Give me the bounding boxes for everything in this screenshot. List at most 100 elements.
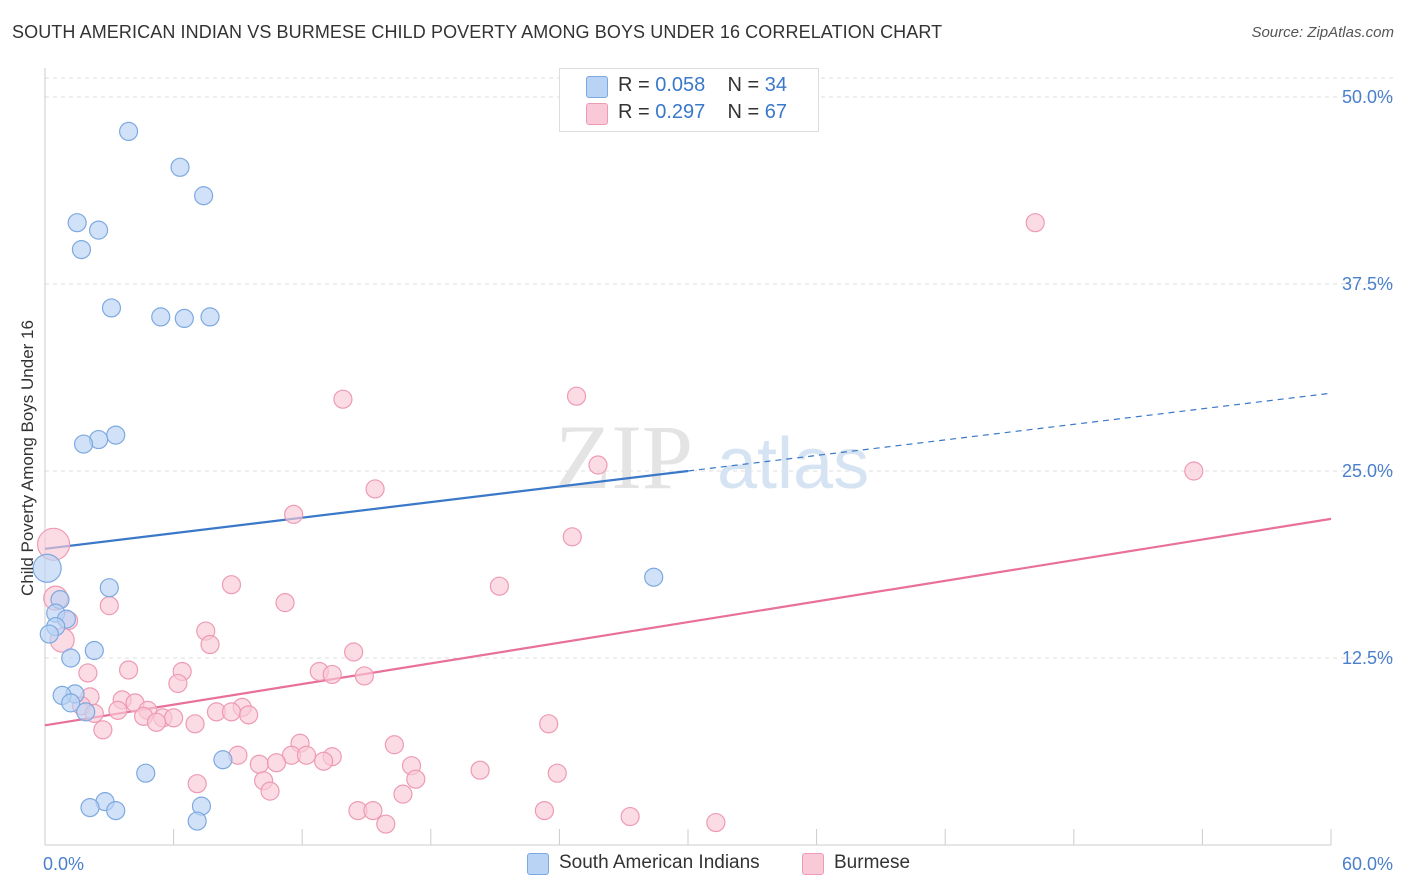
burmese-point xyxy=(146,712,167,732)
south-american-indians-point xyxy=(174,308,194,329)
x-tick-label: 60.0% xyxy=(1342,854,1393,874)
south-american-indians-point xyxy=(101,298,122,318)
south-american-indians-point xyxy=(118,121,139,142)
y-tick-label: 12.5% xyxy=(1342,648,1393,668)
y-tick-label: 50.0% xyxy=(1342,87,1393,107)
south-american-indians-point xyxy=(644,567,664,587)
burmese-point xyxy=(239,705,259,725)
burmese-point xyxy=(260,781,280,801)
south-american-indians-point xyxy=(61,648,81,668)
burmese-points xyxy=(36,213,1204,834)
burmese-point xyxy=(200,634,220,655)
legend-swatch-pink xyxy=(586,103,608,125)
trend-line-burmese xyxy=(44,517,1332,727)
burmese-point xyxy=(1025,213,1045,233)
burmese-point xyxy=(221,575,242,595)
burmese-point xyxy=(164,708,184,728)
watermark-atlas: atlas xyxy=(717,424,869,504)
legend-n-label: N = xyxy=(727,74,760,96)
legend-r-label: R = xyxy=(618,101,650,123)
south-american-indians-point xyxy=(84,640,104,661)
burmese-point xyxy=(322,664,342,685)
bottom-legend-swatch-pink xyxy=(802,853,824,875)
south-american-indians-point xyxy=(200,307,220,327)
tick-label-layer: 12.5% 25.0% 37.5% 50.0% 0.0% 60.0% xyxy=(43,87,1393,874)
y-tick-label: 25.0% xyxy=(1342,461,1393,481)
south-american-indians-point xyxy=(151,307,171,327)
burmese-point xyxy=(118,660,139,680)
burmese-point xyxy=(376,814,396,834)
axis-layer xyxy=(44,68,1332,846)
watermark-zip: ZIP xyxy=(555,406,693,508)
legend-swatch-blue xyxy=(586,76,608,98)
burmese-point xyxy=(99,596,119,616)
south-american-indians-point xyxy=(67,213,87,233)
south-american-indians-point xyxy=(88,220,109,240)
burmese-point xyxy=(185,714,205,734)
burmese-point xyxy=(406,769,426,789)
south-american-indians-point xyxy=(213,750,233,770)
burmese-point xyxy=(706,812,726,833)
south-american-indians-point xyxy=(99,578,119,598)
burmese-point xyxy=(354,666,374,686)
burmese-point xyxy=(489,576,509,596)
burmese-point xyxy=(93,720,113,740)
south-american-indians-point xyxy=(80,797,100,818)
south-american-indians-point xyxy=(73,434,94,454)
burmese-point xyxy=(363,800,383,821)
burmese-point xyxy=(275,593,295,613)
trend-line-south-american-indians-extension xyxy=(687,392,1332,472)
burmese-point xyxy=(566,386,587,406)
correlation-legend: R = 0.058 N = 34 R = 0.297 N = 67 xyxy=(559,68,819,132)
south-american-indians-point xyxy=(194,186,214,206)
burmese-point xyxy=(384,735,404,755)
burmese-point xyxy=(314,751,334,771)
south-american-indians-point xyxy=(61,693,81,713)
source-label: Source: ZipAtlas.com xyxy=(1251,24,1394,41)
burmese-point xyxy=(296,745,317,765)
legend-r-value: 0.058 xyxy=(655,74,706,96)
burmese-point xyxy=(221,702,242,722)
burmese-point xyxy=(562,527,582,547)
bottom-legend-label: South American Indians xyxy=(559,852,760,873)
burmese-point xyxy=(539,714,559,734)
watermark: ZIP atlas xyxy=(555,406,869,508)
burmese-point xyxy=(344,642,364,662)
burmese-point xyxy=(470,760,490,780)
bottom-legend-swatch-blue xyxy=(527,853,549,875)
grid-layer xyxy=(45,77,1393,659)
burmese-point xyxy=(266,753,287,773)
y-axis-label: Child Poverty Among Boys Under 16 xyxy=(18,320,37,596)
trend-layer xyxy=(44,392,1332,727)
south-american-indians-point xyxy=(170,157,190,177)
burmese-point xyxy=(78,663,98,683)
burmese-point xyxy=(108,700,128,720)
burmese-point xyxy=(393,784,413,804)
burmese-point xyxy=(365,479,385,499)
south-american-indians-point xyxy=(136,763,156,783)
south-american-indians-point xyxy=(106,425,126,445)
legend-r-value: 0.297 xyxy=(655,101,706,123)
south-american-indians-point xyxy=(71,239,92,260)
trend-line-south-american-indians xyxy=(44,469,689,550)
burmese-point xyxy=(333,389,353,409)
bottom-legend-label: Burmese xyxy=(834,852,911,873)
south-american-indians-point xyxy=(106,800,126,821)
legend-n-label: N = xyxy=(727,101,760,123)
burmese-point xyxy=(249,754,269,774)
south-american-indians-point xyxy=(39,624,59,644)
south-american-indians-points xyxy=(32,121,664,831)
south-american-indians-point xyxy=(187,811,207,831)
burmese-point xyxy=(588,455,608,475)
legend-n-value: 67 xyxy=(764,101,788,123)
legend-r-label: R = xyxy=(618,74,650,96)
legend-n-value: 34 xyxy=(764,74,788,96)
burmese-point xyxy=(187,774,207,794)
y-tick-label: 37.5% xyxy=(1342,274,1393,294)
burmese-point xyxy=(620,806,640,827)
x-tick-label: 0.0% xyxy=(43,854,84,874)
burmese-point xyxy=(1184,461,1204,481)
burmese-point xyxy=(284,504,304,524)
south-american-indians-point xyxy=(76,702,96,722)
